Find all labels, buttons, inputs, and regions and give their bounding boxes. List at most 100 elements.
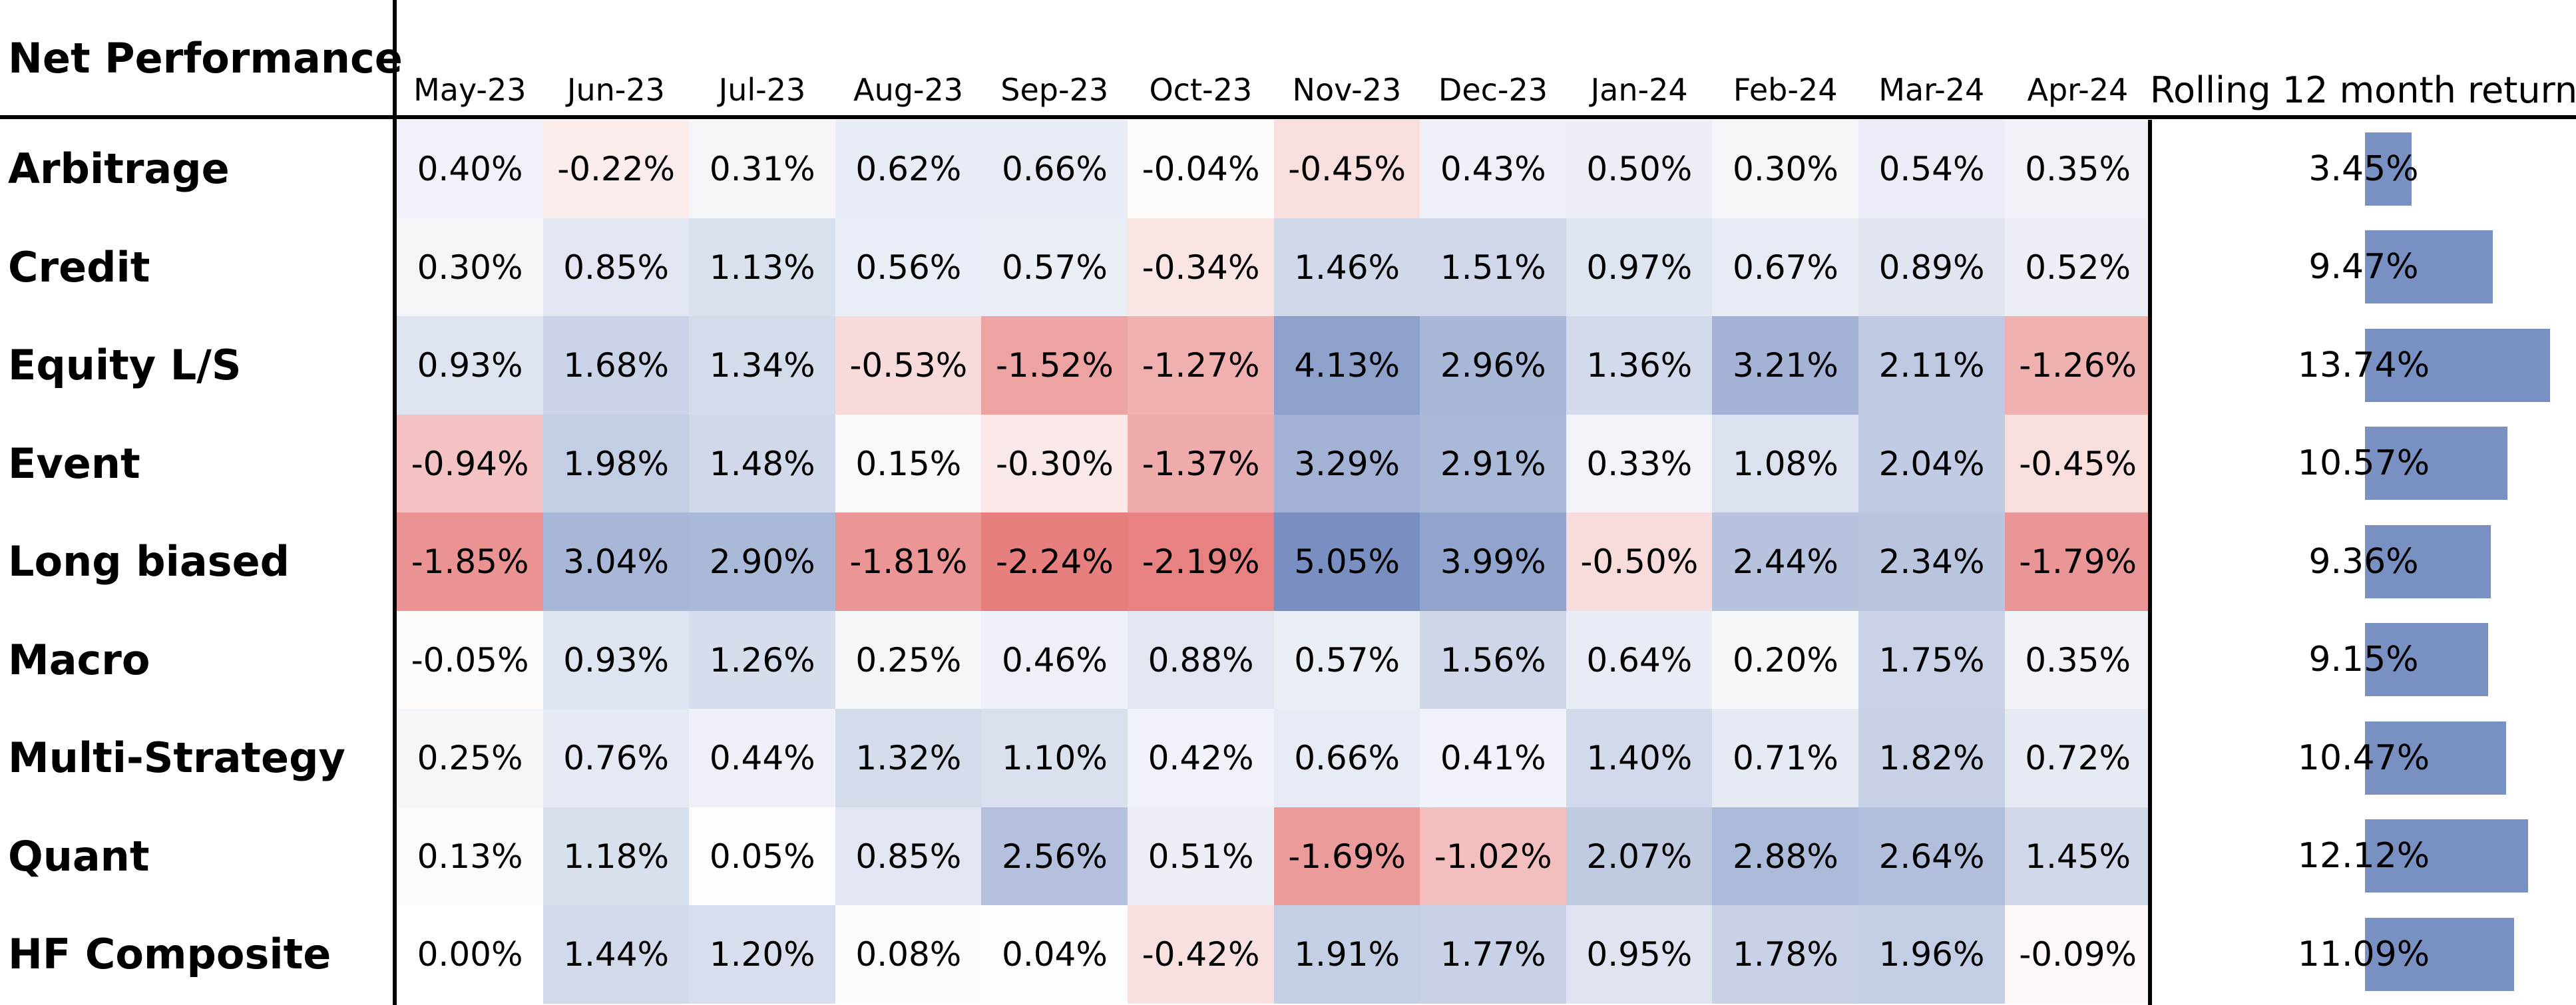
heatmap-cell: -0.42%	[1128, 905, 1275, 1004]
heatmap-cell: -1.85%	[397, 512, 544, 611]
rolling-return-value: 10.57%	[2297, 443, 2430, 484]
rolling-return-value: 13.74%	[2297, 345, 2430, 385]
heatmap-cell: 0.33%	[1566, 414, 1713, 513]
heatmap-cell: -1.52%	[981, 316, 1128, 415]
rolling-return-value: 9.47%	[2308, 247, 2419, 288]
heatmap-cell: 0.25%	[835, 610, 982, 709]
heatmap-cell: 0.51%	[1128, 807, 1275, 906]
heatmap-cell: 0.57%	[981, 218, 1128, 317]
heatmap-cell: -1.69%	[1273, 807, 1420, 906]
heatmap-cell: 1.82%	[1858, 709, 2006, 807]
rolling-return-bar	[2365, 524, 2491, 598]
heatmap-cell: 2.56%	[981, 807, 1128, 906]
heatmap-cell: 2.64%	[1858, 807, 2006, 906]
heatmap-cell: -1.27%	[1128, 316, 1275, 415]
heatmap-cell: 2.88%	[1712, 807, 1859, 906]
heatmap-cell: 0.93%	[397, 316, 544, 415]
heatmap-cell: 0.66%	[1273, 709, 1420, 807]
heatmap-cell: 0.50%	[1566, 120, 1713, 218]
column-header: Oct-23	[1149, 72, 1253, 108]
heatmap-cell: 0.71%	[1712, 709, 1859, 807]
heatmap-cell: 0.25%	[397, 709, 544, 807]
column-header: Feb-24	[1733, 72, 1838, 108]
heatmap-cell: 4.13%	[1273, 316, 1420, 415]
heatmap-cell: 1.51%	[1420, 218, 1567, 317]
heatmap-cell: 2.96%	[1420, 316, 1567, 415]
heatmap-cell: 2.90%	[689, 512, 836, 611]
heatmap-cell: -0.34%	[1128, 218, 1275, 317]
heatmap-cell: 0.66%	[981, 120, 1128, 218]
rolling-return-bar	[2365, 721, 2506, 795]
column-header: Sep-23	[1000, 72, 1109, 108]
heatmap-cell: 2.91%	[1420, 414, 1567, 513]
heatmap-cell: -2.24%	[981, 512, 1128, 611]
column-header: May-23	[413, 72, 527, 108]
heatmap-cell: 1.32%	[835, 709, 982, 807]
heatmap-cell: 1.08%	[1712, 414, 1859, 513]
heatmap-cell: 1.20%	[689, 905, 836, 1004]
heatmap-cell: 0.43%	[1420, 120, 1567, 218]
rolling-return-bar	[2365, 230, 2493, 304]
column-header: Jul-23	[718, 72, 806, 108]
heatmap-cell: 1.10%	[981, 709, 1128, 807]
heatmap-cell: 0.85%	[542, 218, 690, 317]
rolling-return-bar	[2365, 328, 2550, 402]
row-label: Quant	[8, 831, 150, 881]
heatmap-cell: 1.68%	[542, 316, 690, 415]
heatmap-cell: 0.30%	[1712, 120, 1859, 218]
heatmap-cell: 2.07%	[1566, 807, 1713, 906]
heatmap-cell: 1.98%	[542, 414, 690, 513]
rolling-column-divider	[2148, 120, 2152, 1005]
heatmap-cell: -0.30%	[981, 414, 1128, 513]
heatmap-cell: 0.54%	[1858, 120, 2006, 218]
rolling-return-bar	[2365, 917, 2515, 991]
heatmap-cell: 0.04%	[981, 905, 1128, 1004]
heatmap-cell: -0.50%	[1566, 512, 1713, 611]
heatmap-cell: 1.36%	[1566, 316, 1713, 415]
heatmap-cell: 2.44%	[1712, 512, 1859, 611]
heatmap-cell: 1.44%	[542, 905, 690, 1004]
heatmap-cell: -1.26%	[2004, 316, 2151, 415]
heatmap-cell: -0.45%	[2004, 414, 2151, 513]
heatmap-cell: 0.89%	[1858, 218, 2006, 317]
heatmap-cell: 1.77%	[1420, 905, 1567, 1004]
column-header: Mar-24	[1878, 72, 1985, 108]
rolling-return-bar	[2365, 132, 2412, 206]
heatmap-cell: 0.67%	[1712, 218, 1859, 317]
heatmap-cell: -2.19%	[1128, 512, 1275, 611]
heatmap-cell: -0.04%	[1128, 120, 1275, 218]
heatmap-cell: 3.21%	[1712, 316, 1859, 415]
heatmap-cell: 0.42%	[1128, 709, 1275, 807]
rolling-return-header: Rolling 12 month return	[2149, 69, 2576, 111]
heatmap-cell: 1.40%	[1566, 709, 1713, 807]
heatmap-cell: 5.05%	[1273, 512, 1420, 611]
heatmap-cell: 3.99%	[1420, 512, 1567, 611]
heatmap-cell: -0.22%	[542, 120, 690, 218]
heatmap-cell: 0.00%	[397, 905, 544, 1004]
row-label-divider	[393, 0, 397, 1005]
heatmap-cell: 0.57%	[1273, 610, 1420, 709]
heatmap-cell: 1.48%	[689, 414, 836, 513]
rolling-return-value: 9.15%	[2308, 640, 2419, 680]
heatmap-cell: 1.91%	[1273, 905, 1420, 1004]
heatmap-cell: 1.96%	[1858, 905, 2006, 1004]
heatmap-cell: 0.46%	[981, 610, 1128, 709]
heatmap-cell: 1.56%	[1420, 610, 1567, 709]
row-label: Event	[8, 439, 140, 488]
heatmap-cell: -1.02%	[1420, 807, 1567, 906]
heatmap-cell: 0.93%	[542, 610, 690, 709]
heatmap-cell: 1.75%	[1858, 610, 2006, 709]
row-label: HF Composite	[8, 930, 331, 979]
heatmap-cell: 2.04%	[1858, 414, 2006, 513]
heatmap-cell: 0.31%	[689, 120, 836, 218]
heatmap-cell: 0.88%	[1128, 610, 1275, 709]
heatmap-cell: -1.81%	[835, 512, 982, 611]
column-header: Jun-23	[566, 72, 665, 108]
heatmap-cell: 1.26%	[689, 610, 836, 709]
row-label: Credit	[8, 242, 150, 292]
rolling-return-bar	[2365, 819, 2529, 893]
heatmap-cell: 0.72%	[2004, 709, 2151, 807]
table-title: Net Performance	[8, 34, 403, 83]
heatmap-cell: 2.34%	[1858, 512, 2006, 611]
heatmap-cell: 0.85%	[835, 807, 982, 906]
